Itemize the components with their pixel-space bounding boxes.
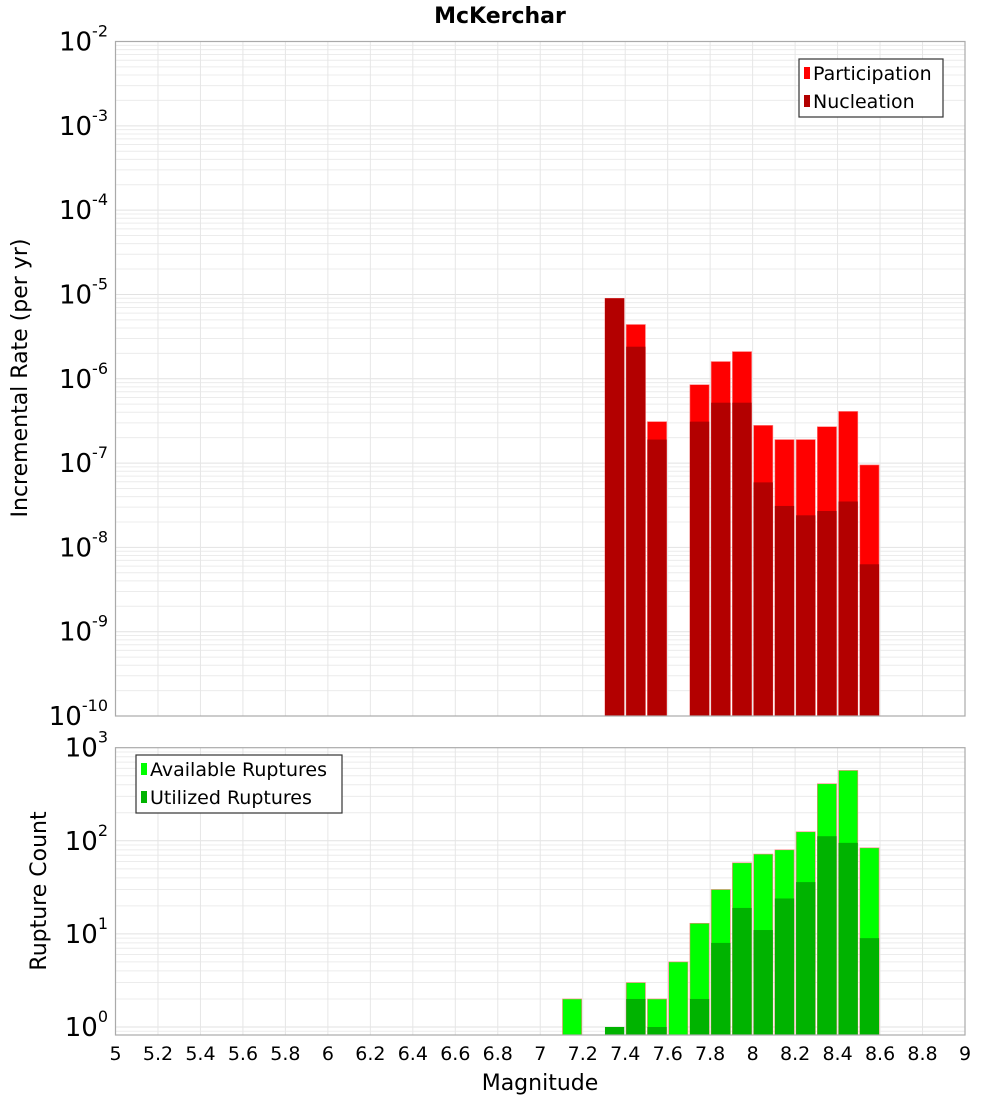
- x-axis-label: Magnitude: [482, 1071, 599, 1096]
- x-tick-label: 5.4: [185, 1043, 215, 1065]
- x-tick-label: 6: [322, 1043, 334, 1065]
- bar-nucleation: [838, 501, 858, 716]
- x-tick-label: 7.6: [653, 1043, 683, 1065]
- bar-nucleation: [647, 439, 667, 716]
- bar-utilized-ruptures: [647, 1026, 667, 1035]
- y-tick-label: 10-10: [49, 696, 108, 732]
- bar-utilized-ruptures: [626, 998, 646, 1035]
- x-tick-label: 8.2: [780, 1043, 810, 1065]
- bar-utilized-ruptures: [774, 898, 795, 1035]
- x-tick-label: 6.2: [355, 1043, 385, 1065]
- bar-nucleation: [604, 298, 625, 716]
- top-plot: 10-2 10-3 10-4 10-5 10-6 10-7 10-8 10-9 10-10 Par…: [49, 22, 966, 732]
- legend-swatch: [141, 763, 147, 775]
- x-tick-label: 5.2: [143, 1043, 173, 1065]
- bar-available-ruptures: [668, 961, 689, 1036]
- legend-swatch: [141, 791, 147, 803]
- y-tick-label: 101: [65, 914, 108, 950]
- bar-utilized-ruptures: [817, 836, 837, 1035]
- x-tick-label: 8.8: [907, 1043, 937, 1065]
- bar-available-ruptures: [562, 998, 583, 1036]
- x-tick-label: 9: [959, 1043, 971, 1065]
- bottom-y-axis-label: Rupture Count: [27, 811, 52, 971]
- x-tick-label: 7.4: [610, 1043, 640, 1065]
- x-tick-label: 8: [747, 1043, 759, 1065]
- y-tick-label: 103: [65, 728, 108, 764]
- bar-nucleation: [817, 511, 837, 716]
- bar-utilized-ruptures: [753, 930, 773, 1035]
- bar-nucleation: [732, 402, 752, 716]
- top-y-axis-label: Incremental Rate (per yr): [8, 239, 33, 518]
- y-tick-label: 102: [65, 821, 108, 857]
- legend: Available Ruptures Utilized Ruptures: [135, 754, 343, 814]
- bar-nucleation: [774, 505, 795, 716]
- bar-nucleation: [753, 482, 773, 716]
- bar-nucleation: [689, 421, 710, 716]
- bar-nucleation: [859, 564, 880, 716]
- x-tick-label: 6.6: [440, 1043, 470, 1065]
- y-tick-label: 10-8: [59, 527, 108, 563]
- plot-border: [114, 40, 966, 717]
- bottom-plot: 103 102 101 100 Available Ruptures Utilized R…: [65, 728, 971, 1065]
- legend-swatch: [804, 95, 810, 107]
- y-tick-label: 10-7: [59, 443, 108, 479]
- x-tick-label: 5.6: [228, 1043, 258, 1065]
- x-tick-label: 5: [109, 1043, 121, 1065]
- legend: Participation Nucleation: [798, 58, 944, 118]
- y-tick-label: 10-9: [59, 612, 108, 648]
- legend-box: [798, 58, 944, 118]
- x-tick-label: 7.2: [568, 1043, 598, 1065]
- x-tick-label: 8.6: [865, 1043, 895, 1065]
- bar-nucleation: [711, 402, 731, 716]
- x-tick-label: 7.8: [695, 1043, 725, 1065]
- y-tick-label: 100: [65, 1007, 108, 1043]
- bar-utilized-ruptures: [711, 942, 731, 1035]
- x-tick-label: 8.4: [822, 1043, 852, 1065]
- x-tick-label: 6.4: [398, 1043, 428, 1065]
- x-tick-label: 6.8: [483, 1043, 513, 1065]
- plot-border: [114, 747, 966, 1036]
- bar-utilized-ruptures: [689, 998, 710, 1035]
- legend-label: Participation: [813, 63, 932, 85]
- y-tick-label: 10-5: [59, 274, 108, 310]
- y-tick-label: 10-6: [59, 359, 108, 395]
- bar-nucleation: [796, 515, 816, 716]
- bar-utilized-ruptures: [604, 1026, 625, 1035]
- bar-utilized-ruptures: [732, 907, 752, 1035]
- bar-utilized-ruptures: [796, 882, 816, 1035]
- legend-label: Available Ruptures: [150, 759, 327, 781]
- x-tick-label: 7: [534, 1043, 546, 1065]
- legend-label: Utilized Ruptures: [150, 787, 312, 809]
- x-tick-label: 5.8: [270, 1043, 300, 1065]
- bar-nucleation: [626, 346, 646, 716]
- y-tick-label: 10-4: [59, 190, 108, 226]
- y-tick-label: 10-2: [59, 22, 108, 58]
- bar-utilized-ruptures: [838, 842, 858, 1035]
- chart-title: McKerchar: [434, 4, 566, 29]
- legend-box: [135, 754, 343, 814]
- y-tick-label: 10-3: [59, 106, 108, 142]
- legend-label: Nucleation: [813, 91, 915, 113]
- legend-swatch: [804, 67, 810, 79]
- bar-utilized-ruptures: [859, 938, 880, 1035]
